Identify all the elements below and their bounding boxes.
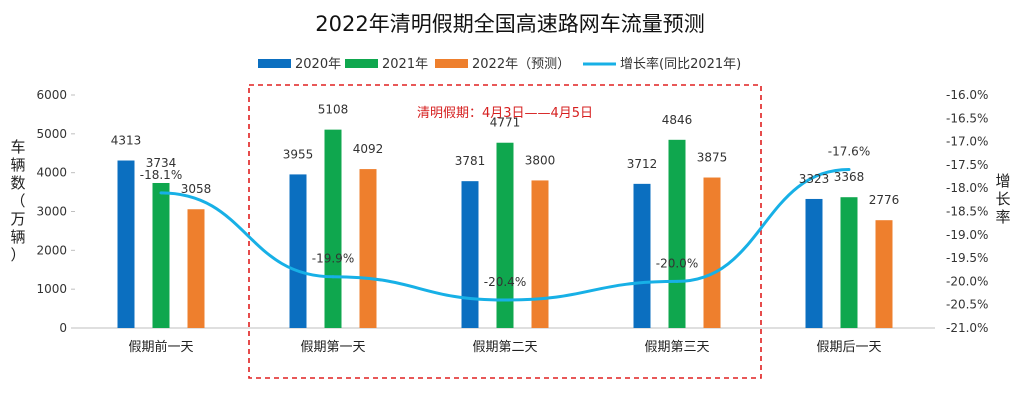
growth-rate-point: [159, 191, 163, 195]
bar-value-label: 5108: [318, 103, 349, 117]
bar: [289, 174, 307, 328]
y-left-tick-label: 4000: [36, 166, 67, 180]
y-left-title-char: 辆: [10, 156, 25, 174]
bar: [875, 220, 893, 328]
y-left-tick-label: 1000: [36, 282, 67, 296]
holiday-highlight-box: 清明假期：4月3日——4月5日: [248, 84, 762, 379]
bar: [152, 182, 170, 328]
bar-value-label: 3734: [146, 156, 177, 170]
legend-label: 2021年: [382, 57, 428, 72]
growth-rate-point: [331, 275, 335, 279]
bar: [187, 209, 205, 328]
holiday-annotation: 清明假期：4月3日——4月5日: [417, 106, 593, 121]
bar-value-label: 3368: [834, 170, 865, 184]
bar-value-label: 3781: [455, 154, 486, 168]
bar: [324, 129, 342, 328]
legend-swatch: [258, 59, 291, 68]
y-right-tick-label: -16.5%: [946, 111, 988, 125]
data-labels-group: 4313 3955 3781 3712 3323 3734 5108 4771 4846 3368…: [111, 103, 900, 289]
growth-rate-label: -19.9%: [312, 252, 354, 266]
y-left-title-char: 车: [10, 138, 25, 156]
x-category-label: 假期后一天: [816, 340, 881, 355]
growth-rate-point: [675, 279, 679, 283]
bar-value-label: 3955: [283, 147, 314, 161]
y-right-title-char: 长: [995, 190, 1010, 208]
y-right-tick-label: -18.5%: [946, 205, 988, 219]
growth-rate-point: [847, 168, 851, 172]
y-right-tick-label: -19.0%: [946, 228, 988, 242]
bar: [805, 198, 823, 328]
x-category-label: 假期第三天: [644, 340, 709, 355]
y-right-tick-label: -21.0%: [946, 321, 988, 335]
chart-legend: 2020年 2021年 2022年（预测） 增长率(同比2021年): [258, 56, 741, 72]
bar-value-label: 3875: [697, 151, 728, 165]
bar: [461, 181, 479, 328]
x-category-label: 假期第二天: [472, 340, 537, 355]
bar-value-label: 3800: [525, 153, 556, 167]
chart-title: 2022年清明假期全国高速路网车流量预测: [315, 12, 704, 36]
bar: [531, 180, 549, 328]
bar-value-label: 3058: [181, 182, 212, 196]
y-left-tick-label: 3000: [36, 205, 67, 219]
y-left-tick-label: 2000: [36, 243, 67, 257]
y-right-title-char: 率: [995, 208, 1010, 226]
highlight-dashed-border: [248, 84, 762, 379]
growth-rate-label: -20.4%: [484, 275, 526, 289]
bar: [633, 183, 651, 328]
legend-label: 增长率(同比2021年): [620, 56, 741, 72]
bar-value-label: 4313: [111, 134, 142, 148]
bar-value-label: 4771: [490, 116, 521, 130]
y-right-tick-label: -17.0%: [946, 135, 988, 149]
bar-series-group: [117, 129, 893, 328]
bar-value-label: 2776: [869, 193, 900, 207]
legend-label: 2020年: [295, 57, 341, 72]
y-left-title-char: 辆: [10, 228, 25, 246]
growth-rate-label: -17.6%: [828, 145, 870, 159]
y-left-tick-label: 0: [59, 321, 67, 335]
growth-rate-label: -18.1%: [140, 168, 182, 182]
growth-rate-label: -20.0%: [656, 256, 698, 270]
y-left-tick-label: 5000: [36, 127, 67, 141]
bar: [840, 197, 858, 328]
growth-rate-point: [503, 298, 507, 302]
y-right-tick-label: -20.0%: [946, 274, 988, 288]
y-right-tick-label: -18.0%: [946, 181, 988, 195]
y-left-title-char: 数: [10, 174, 25, 192]
y-right-tick-label: -19.5%: [946, 251, 988, 265]
y-right-tick-label: -17.5%: [946, 158, 988, 172]
bar-value-label: 4092: [353, 142, 384, 156]
x-category-label: 假期前一天: [128, 339, 193, 355]
bar: [496, 142, 514, 328]
bar-value-label: 3323: [799, 172, 830, 186]
legend-label: 2022年（预测）: [472, 57, 570, 72]
bar-value-label: 3712: [627, 157, 658, 171]
legend-swatch: [435, 59, 468, 68]
x-category-label: 假期第一天: [300, 340, 365, 355]
legend-swatch: [345, 59, 378, 68]
bar-value-label: 4846: [662, 113, 693, 127]
y-left-title-char: 万: [10, 210, 25, 228]
y-left-title-char: （: [10, 192, 25, 210]
y-left-title-char: ）: [10, 246, 25, 264]
bar: [668, 139, 686, 328]
y-left-tick-label: 6000: [36, 88, 67, 102]
bar: [359, 169, 377, 328]
y-right-tick-label: -16.0%: [946, 88, 988, 102]
bar: [117, 160, 135, 328]
y-right-tick-label: -20.5%: [946, 298, 988, 312]
bar: [703, 177, 721, 328]
chart-axes: 0 1000 2000 3000 4000 5000 6000 -16.0% -16.5% -17…: [10, 88, 1010, 355]
growth-line-group: [159, 168, 851, 302]
y-right-title-char: 增: [995, 172, 1010, 190]
